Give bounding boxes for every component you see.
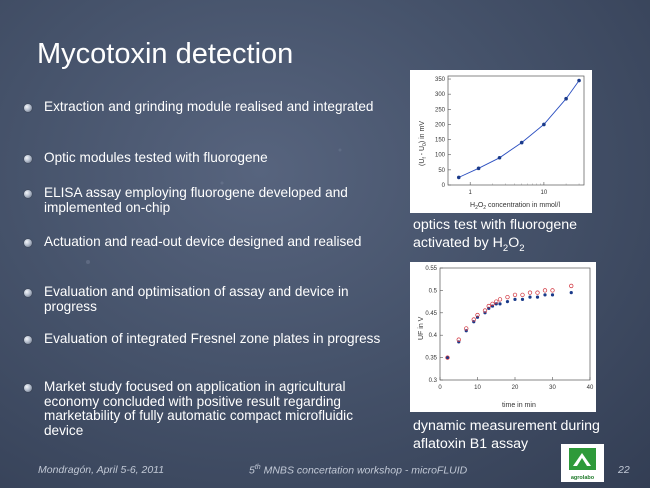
y-tick-label: 0.5 bbox=[429, 288, 438, 294]
bullet-text: Optic modules tested with fluorogene bbox=[44, 150, 268, 165]
bullet-text: Actuation and read-out device designed a… bbox=[44, 234, 362, 249]
agrolabo-logo: agrolabo bbox=[561, 444, 604, 482]
y-tick-label: 0.4 bbox=[429, 333, 438, 339]
data-point bbox=[482, 308, 488, 313]
chart-h2o2-calibration: 0 50 100 150 200 250 300 350 1 10 H2O2 concentra… bbox=[410, 70, 592, 213]
bullet-icon bbox=[24, 104, 32, 112]
data-point bbox=[550, 288, 555, 293]
bullet-text: ELISA assay employing fluorogene develop… bbox=[44, 185, 348, 215]
data-point bbox=[476, 166, 481, 171]
bullet-icon bbox=[24, 155, 32, 163]
data-point bbox=[475, 312, 480, 318]
x-axis-label: H2O2 concentration in mmol/l bbox=[470, 202, 560, 211]
x-tick-label: 40 bbox=[587, 385, 594, 391]
x-tick-label: 20 bbox=[512, 385, 519, 391]
caption-chart2-line2: aflatoxin B1 assay bbox=[413, 435, 529, 452]
bullet-text: Evaluation and optimisation of assay and… bbox=[44, 284, 349, 314]
x-tick-label: 30 bbox=[549, 385, 556, 391]
bullet-icon bbox=[24, 336, 32, 344]
footer-workshop: 5th MNBS concertation workshop - microFL… bbox=[249, 464, 468, 477]
y-tick-label: 150 bbox=[435, 138, 446, 144]
y-axis-label: (Uf - U0) in mV bbox=[419, 121, 428, 166]
page-number: 22 bbox=[618, 464, 630, 476]
data-point bbox=[542, 288, 548, 293]
logo-text: agrolabo bbox=[570, 475, 595, 481]
plot-frame bbox=[439, 267, 591, 381]
data-point bbox=[528, 295, 532, 299]
x-tick-label: 10 bbox=[474, 385, 481, 391]
data-point bbox=[519, 140, 524, 145]
y-tick-label: 0.55 bbox=[425, 266, 437, 272]
y-tick-label: 0 bbox=[442, 183, 446, 189]
caption-chart1-line1: optics test with fluorogene bbox=[413, 217, 578, 233]
data-point bbox=[527, 290, 533, 295]
y-tick-label: 0.45 bbox=[425, 311, 437, 317]
y-tick-label: 300 bbox=[435, 92, 446, 98]
x-tick-label: 10 bbox=[541, 190, 548, 196]
bullet-text: Market study focused on application in a… bbox=[44, 379, 353, 438]
data-point bbox=[569, 291, 573, 295]
data-point bbox=[490, 301, 495, 306]
caption-chart2-line1: dynamic measurement during bbox=[413, 418, 600, 434]
y-axis-label: UF in V bbox=[418, 316, 425, 340]
y-tick-label: 0.3 bbox=[429, 378, 438, 384]
bullet-icon bbox=[24, 239, 32, 247]
data-point bbox=[497, 297, 503, 302]
data-point bbox=[494, 299, 499, 304]
data-point bbox=[456, 337, 461, 342]
caption-chart1-line2: activated by H2O2 bbox=[413, 234, 525, 254]
data-point bbox=[445, 355, 450, 360]
slide-title: Mycotoxin detection bbox=[37, 38, 294, 70]
data-point bbox=[505, 294, 510, 300]
data-point bbox=[520, 292, 525, 298]
caption-chart1: optics test with fluorogene activated by… bbox=[413, 217, 633, 257]
data-point bbox=[445, 356, 450, 360]
data-point bbox=[520, 297, 525, 301]
plot-frame bbox=[447, 75, 585, 186]
y-tick-label: 250 bbox=[435, 107, 446, 113]
data-point bbox=[535, 295, 540, 299]
bullet-text: Extraction and grinding module realised … bbox=[44, 99, 374, 114]
data-point bbox=[513, 297, 517, 301]
y-tick-label: 200 bbox=[435, 122, 446, 128]
chart-aflatoxin-dynamics: 0.3 0.35 0.4 0.45 0.5 0.55 0 10 20 30 40 time in … bbox=[410, 262, 596, 412]
bullet-text: Evaluation of integrated Fresnel zone pl… bbox=[44, 331, 381, 346]
y-tick-label: 350 bbox=[435, 77, 446, 83]
bullet-icon bbox=[24, 190, 32, 198]
x-axis-label: time in min bbox=[502, 402, 536, 409]
data-point bbox=[577, 78, 581, 83]
data-point bbox=[542, 122, 546, 127]
y-tick-label: 100 bbox=[435, 153, 446, 159]
bullet-icon bbox=[24, 384, 32, 392]
bullet-icon bbox=[24, 289, 32, 297]
data-point bbox=[497, 155, 502, 160]
data-point bbox=[535, 290, 540, 295]
y-tick-label: 50 bbox=[438, 168, 445, 174]
logo-graphic-icon bbox=[569, 448, 596, 470]
chart-h2o2-svg: 0 50 100 150 200 250 300 350 1 10 H2O2 concentra… bbox=[419, 75, 585, 211]
data-point bbox=[543, 293, 547, 297]
data-point bbox=[564, 96, 568, 101]
data-point bbox=[498, 302, 502, 306]
chart-aflatoxin-svg: 0.3 0.35 0.4 0.45 0.5 0.55 0 10 20 30 40 time in … bbox=[418, 266, 594, 409]
caption-chart2: dynamic measurement during aflatoxin B1 … bbox=[413, 418, 633, 453]
data-point bbox=[471, 317, 476, 322]
data-point bbox=[512, 292, 518, 298]
data-point bbox=[550, 293, 555, 297]
data-point bbox=[486, 303, 491, 309]
fit-curve bbox=[458, 80, 580, 178]
data-point bbox=[505, 300, 510, 304]
data-point bbox=[456, 175, 461, 180]
y-tick-label: 0.35 bbox=[425, 356, 437, 362]
footer-location-date: Mondragón, April 5-6, 2011 bbox=[38, 464, 165, 476]
data-point bbox=[569, 283, 574, 289]
x-tick-label: 0 bbox=[438, 385, 442, 391]
x-tick-label: 1 bbox=[469, 190, 473, 196]
data-point bbox=[464, 326, 469, 331]
